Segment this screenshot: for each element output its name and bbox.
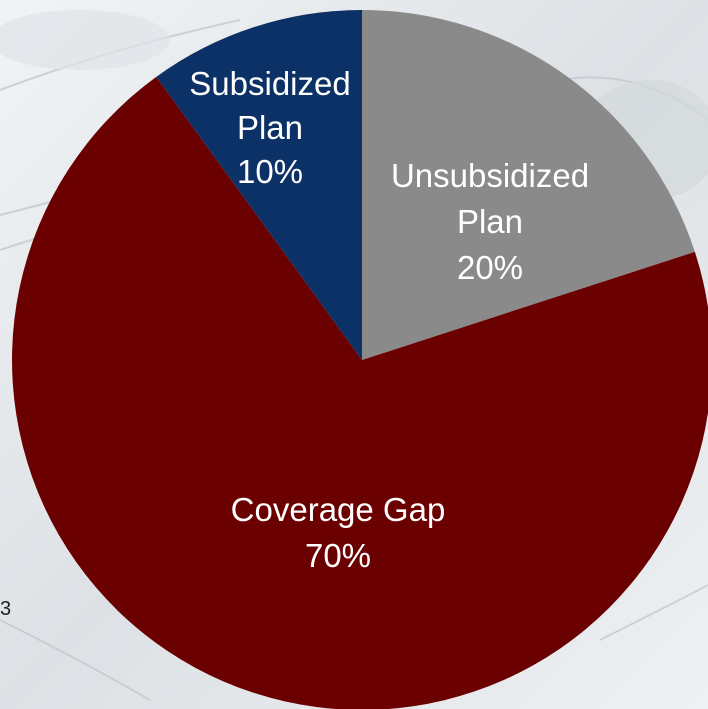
slice-name-label: Coverage Gap bbox=[231, 491, 446, 528]
pie-slices bbox=[12, 10, 708, 709]
slice-name-label: Plan bbox=[457, 203, 523, 240]
slice-label-unsubsidized: Unsubsidized Plan 20% bbox=[391, 157, 589, 286]
slice-label-subsidized: Subsidized Plan 10% bbox=[189, 65, 350, 190]
pie-slice-coverage-gap bbox=[12, 76, 708, 709]
slice-percent-label: 20% bbox=[457, 249, 523, 286]
pie-slice-subsidized bbox=[156, 10, 362, 360]
slice-name-label: Plan bbox=[237, 109, 303, 146]
pie-labels: Unsubsidized Plan 20% Coverage Gap 70% Subsid… bbox=[189, 65, 589, 574]
slice-name-label: Unsubsidized bbox=[391, 157, 589, 194]
slice-percent-label: 10% bbox=[237, 153, 303, 190]
pie-slice-unsubsidized bbox=[362, 10, 695, 360]
edge-text-fragment: 3 bbox=[0, 598, 12, 620]
slice-label-coverage-gap: Coverage Gap 70% bbox=[231, 491, 446, 574]
slice-name-label: Subsidized bbox=[189, 65, 350, 102]
slice-percent-label: 70% bbox=[305, 537, 371, 574]
